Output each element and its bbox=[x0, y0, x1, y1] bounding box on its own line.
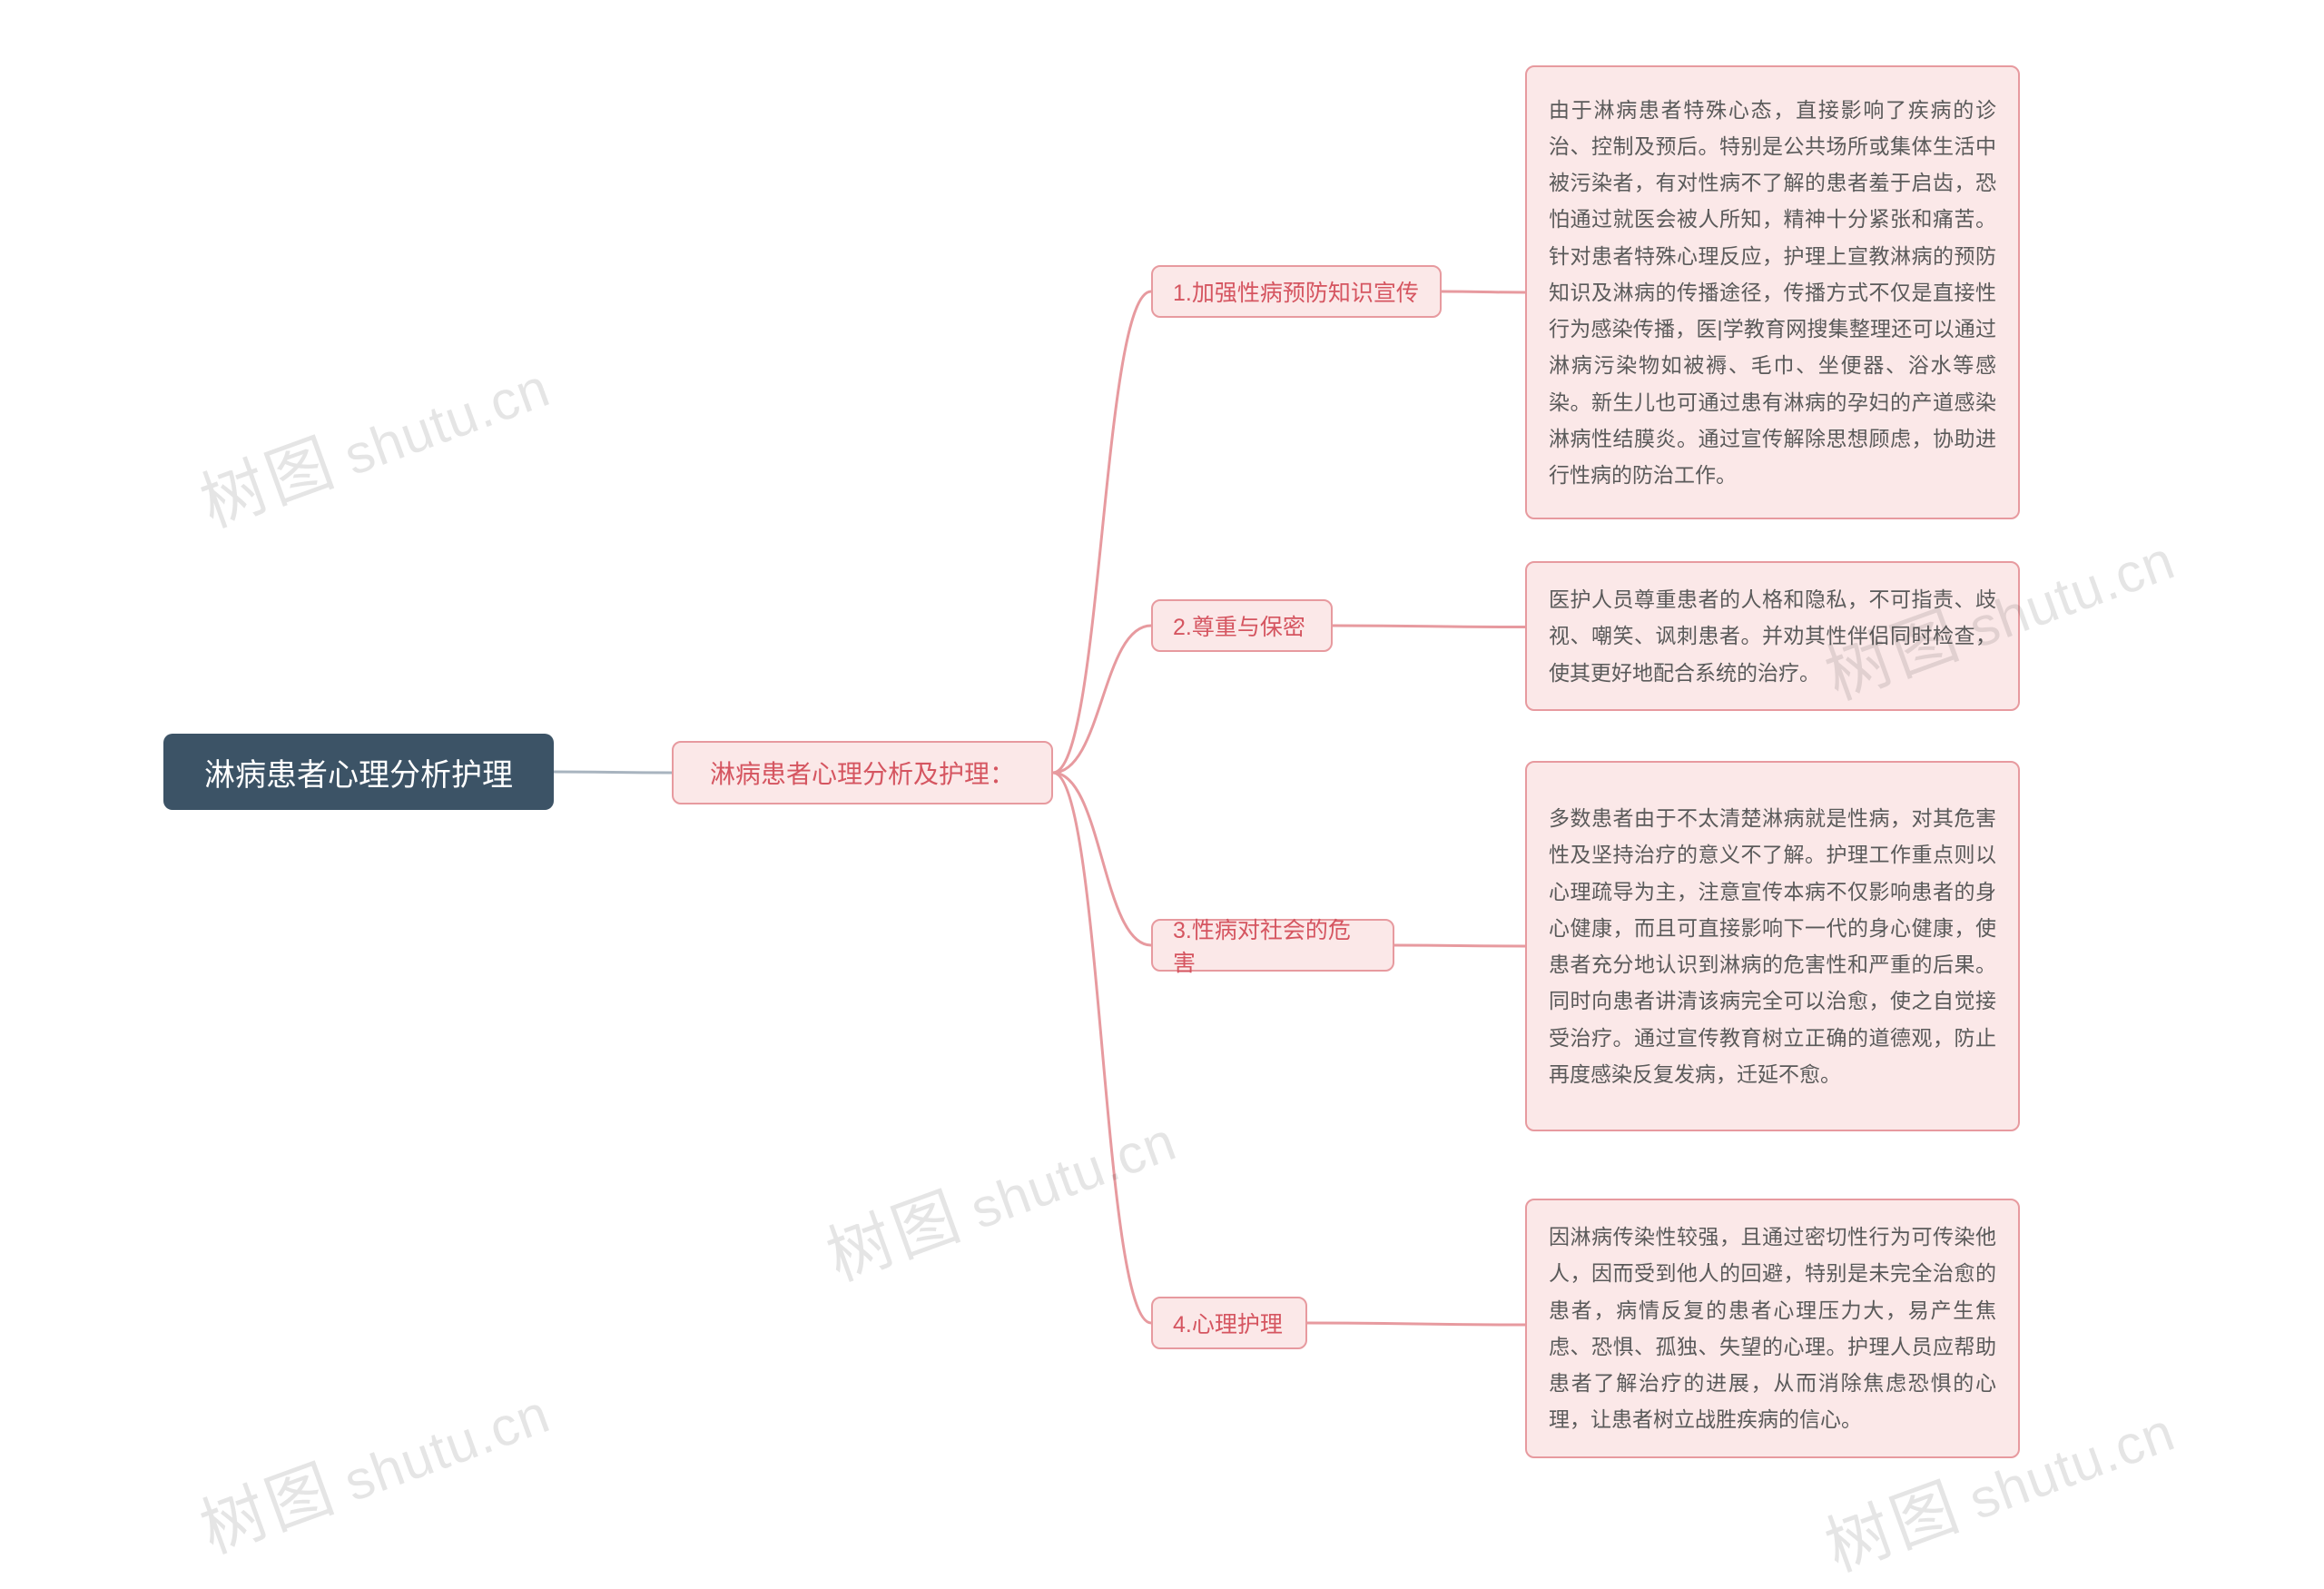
edge-root-level1 bbox=[554, 772, 672, 773]
branch-node-2[interactable]: 2.尊重与保密 bbox=[1151, 599, 1333, 652]
edge-branch-leaf-2 bbox=[1333, 626, 1525, 627]
edge-level1-branch-3 bbox=[1053, 773, 1151, 945]
leaf-text: 因淋病传染性较强，且通过密切性行为可传染他人，因而受到他人的回避，特别是未完全治… bbox=[1549, 1219, 1996, 1438]
watermark-cn: 树图 bbox=[192, 1452, 346, 1567]
branch-label: 1.加强性病预防知识宣传 bbox=[1173, 275, 1419, 308]
watermark-en: shutu.cn bbox=[336, 357, 557, 487]
root-node[interactable]: 淋病患者心理分析护理 bbox=[163, 734, 554, 810]
edge-level1-branch-2 bbox=[1053, 626, 1151, 773]
watermark-cn: 树图 bbox=[818, 1179, 972, 1295]
watermark-cn: 树图 bbox=[1817, 1470, 1971, 1585]
watermark-1: 树图shutu.cn bbox=[185, 331, 560, 546]
leaf-node-4[interactable]: 因淋病传染性较强，且通过密切性行为可传染他人，因而受到他人的回避，特别是未完全治… bbox=[1525, 1199, 2020, 1458]
level1-node[interactable]: 淋病患者心理分析及护理： bbox=[672, 741, 1053, 804]
level1-label: 淋病患者心理分析及护理： bbox=[710, 755, 1015, 791]
leaf-node-1[interactable]: 由于淋病患者特殊心态，直接影响了疾病的诊治、控制及预后。特别是公共场所或集体生活… bbox=[1525, 65, 2020, 519]
branch-node-4[interactable]: 4.心理护理 bbox=[1151, 1297, 1307, 1349]
watermark-4: 树图shutu.cn bbox=[185, 1357, 560, 1572]
edge-branch-leaf-4 bbox=[1307, 1323, 1525, 1325]
mindmap-canvas: 淋病患者心理分析护理 淋病患者心理分析及护理： 1.加强性病预防知识宣传 由于淋病… bbox=[0, 0, 2324, 1585]
branch-label: 4.心理护理 bbox=[1173, 1307, 1283, 1339]
branch-label: 3.性病对社会的危害 bbox=[1173, 913, 1373, 978]
edge-branch-leaf-1 bbox=[1442, 291, 1525, 292]
branch-node-1[interactable]: 1.加强性病预防知识宣传 bbox=[1151, 265, 1442, 318]
leaf-text: 由于淋病患者特殊心态，直接影响了疾病的诊治、控制及预后。特别是公共场所或集体生活… bbox=[1549, 92, 1996, 494]
root-label: 淋病患者心理分析护理 bbox=[204, 750, 513, 794]
watermark-cn: 树图 bbox=[192, 426, 346, 541]
edge-branch-leaf-3 bbox=[1394, 945, 1525, 946]
leaf-text: 医护人员尊重患者的人格和隐私，不可指责、歧视、嘲笑、讽刺患者。并劝其性伴侣同时检… bbox=[1549, 581, 1996, 691]
leaf-node-3[interactable]: 多数患者由于不太清楚淋病就是性病，对其危害性及坚持治疗的意义不了解。护理工作重点… bbox=[1525, 761, 2020, 1131]
leaf-text: 多数患者由于不太清楚淋病就是性病，对其危害性及坚持治疗的意义不了解。护理工作重点… bbox=[1549, 800, 1996, 1092]
branch-node-3[interactable]: 3.性病对社会的危害 bbox=[1151, 919, 1394, 972]
leaf-node-2[interactable]: 医护人员尊重患者的人格和隐私，不可指责、歧视、嘲笑、讽刺患者。并劝其性伴侣同时检… bbox=[1525, 561, 2020, 711]
watermark-3: 树图shutu.cn bbox=[812, 1085, 1187, 1299]
watermark-en: shutu.cn bbox=[336, 1383, 557, 1513]
branch-label: 2.尊重与保密 bbox=[1173, 609, 1305, 642]
edge-level1-branch-4 bbox=[1053, 773, 1151, 1323]
watermark-en: shutu.cn bbox=[962, 1110, 1184, 1240]
edge-level1-branch-1 bbox=[1053, 291, 1151, 773]
